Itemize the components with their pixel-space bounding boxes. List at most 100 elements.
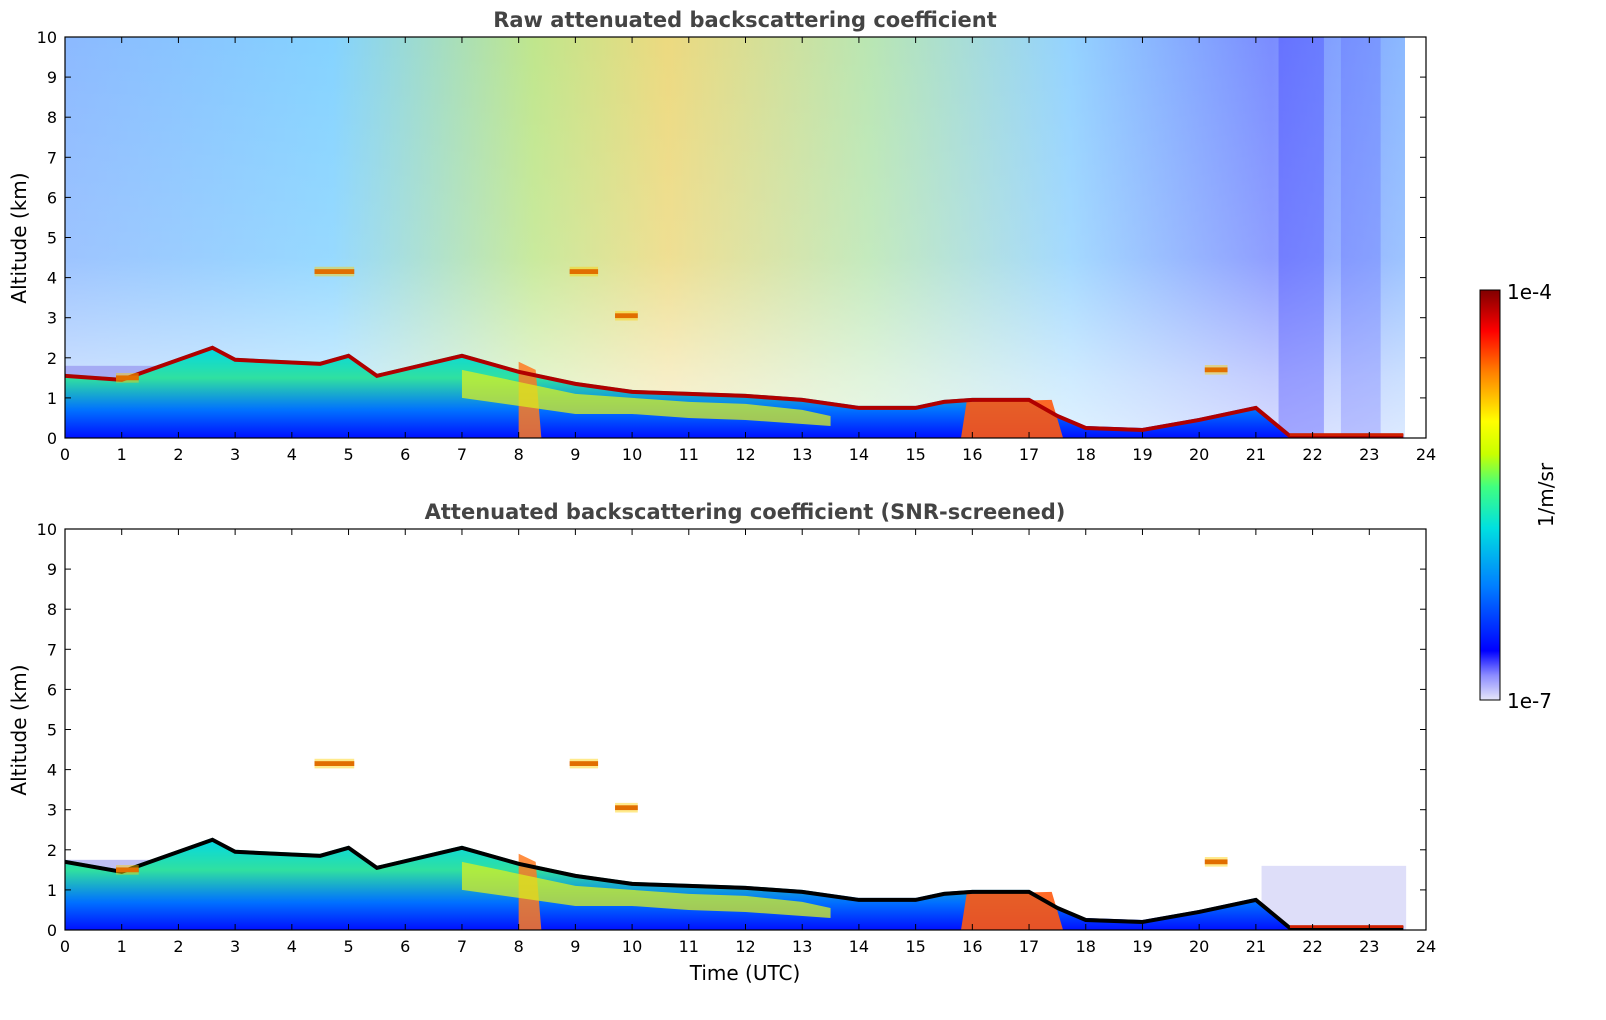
x-axis-ticks: 0 1 2 3 4 5 6 7 8 9 10 11 12 13 14 15 16 17 18 19 20 21 22 23 24 xyxy=(60,37,1436,464)
y-tick-label: 10 xyxy=(37,520,57,539)
x-tick-label: 18 xyxy=(1076,445,1096,464)
x-tick-label: 7 xyxy=(457,937,467,956)
y-tick-label: 4 xyxy=(47,269,57,288)
x-tick-label: 19 xyxy=(1132,937,1152,956)
x-tick-label: 2 xyxy=(173,445,183,464)
x-tick-label: 13 xyxy=(792,445,812,464)
x-tick-label: 14 xyxy=(849,937,869,956)
backscatter-layers xyxy=(65,37,1426,438)
near-surface-layer xyxy=(1289,433,1404,436)
cloud-layer-halo xyxy=(314,758,355,769)
x-tick-label: 8 xyxy=(514,937,524,956)
cloud-layer xyxy=(116,867,139,873)
colorbar: 1e-4 1e-7 1/m/sr xyxy=(1479,280,1558,713)
x-tick-label: 13 xyxy=(792,937,812,956)
y-tick-label: 4 xyxy=(47,761,57,780)
x-tick-label: 6 xyxy=(400,445,410,464)
raw-backscatter-panel: Raw attenuated backscattering coefficien… xyxy=(7,8,1436,464)
cloud-layer-halo xyxy=(116,373,139,383)
dense-aerosol-plume xyxy=(960,891,1064,930)
x-tick-label: 11 xyxy=(679,937,699,956)
x-tick-label: 24 xyxy=(1416,445,1436,464)
x-tick-label: 3 xyxy=(230,445,240,464)
weak-signal-region xyxy=(1261,865,1407,930)
x-tick-label: 15 xyxy=(905,937,925,956)
y-tick-label: 0 xyxy=(47,921,57,940)
cloud-layer-halo xyxy=(615,802,638,813)
y-tick-label: 3 xyxy=(47,309,57,328)
x-tick-label: 1 xyxy=(117,445,127,464)
x-tick-label: 1 xyxy=(117,937,127,956)
x-tick-label: 21 xyxy=(1246,937,1266,956)
cloud-layer xyxy=(615,805,638,811)
cloud-layer-halo xyxy=(569,266,599,277)
x-tick-label: 2 xyxy=(173,937,183,956)
colorbar-min-label: 1e-7 xyxy=(1507,689,1552,713)
cloud-layer xyxy=(569,761,599,766)
x-tick-label: 20 xyxy=(1189,445,1209,464)
panel-title: Raw attenuated backscattering coefficien… xyxy=(493,8,997,32)
noise-band xyxy=(1278,37,1324,438)
x-tick-label: 12 xyxy=(735,445,755,464)
y-tick-label: 2 xyxy=(47,841,57,860)
x-tick-label: 9 xyxy=(570,937,580,956)
cloud-layer-halo xyxy=(615,310,638,321)
x-tick-label: 24 xyxy=(1416,937,1436,956)
near-surface-layer xyxy=(1289,925,1404,928)
y-tick-label: 3 xyxy=(47,801,57,820)
moderate-aerosol-band xyxy=(461,369,831,426)
layer-top-boundary xyxy=(65,837,1404,930)
x-tick-label: 16 xyxy=(962,445,982,464)
x-tick-label: 8 xyxy=(514,445,524,464)
y-tick-label: 7 xyxy=(47,640,57,659)
colorbar-scale xyxy=(1479,289,1501,701)
colorbar-unit-label: 1/m/sr xyxy=(1534,462,1558,527)
x-tick-label: 20 xyxy=(1189,937,1209,956)
y-tick-label: 8 xyxy=(47,600,57,619)
cloud-layer-halo xyxy=(314,266,355,277)
cloud-layer-halo xyxy=(116,865,139,875)
x-tick-label: 0 xyxy=(60,445,70,464)
y-tick-label: 10 xyxy=(37,28,57,47)
y-tick-label: 5 xyxy=(47,721,57,740)
panel-title: Attenuated backscattering coefficient (S… xyxy=(425,500,1066,524)
screened-backscatter-panel: Attenuated backscattering coefficient (S… xyxy=(7,500,1436,985)
x-tick-label: 18 xyxy=(1076,937,1096,956)
heatmap-area xyxy=(65,37,1426,438)
cloud-layer-halo xyxy=(569,758,599,769)
y-tick-label: 6 xyxy=(47,188,57,207)
x-tick-label: 23 xyxy=(1359,937,1379,956)
x-tick-label: 15 xyxy=(905,445,925,464)
y-tick-label: 1 xyxy=(47,389,57,408)
cloud-layer xyxy=(1204,367,1228,373)
colorbar-max-label: 1e-4 xyxy=(1507,280,1552,304)
y-tick-label: 6 xyxy=(47,680,57,699)
moderate-aerosol-band xyxy=(461,861,831,918)
cloud-layer xyxy=(569,269,599,274)
heatmap-area xyxy=(65,758,1407,930)
x-tick-label: 3 xyxy=(230,937,240,956)
x-tick-label: 0 xyxy=(60,937,70,956)
cloud-layer xyxy=(314,269,355,274)
x-tick-label: 12 xyxy=(735,937,755,956)
x-tick-label: 17 xyxy=(1019,445,1039,464)
x-tick-label: 5 xyxy=(343,445,353,464)
y-tick-label: 5 xyxy=(47,229,57,248)
x-tick-label: 10 xyxy=(622,445,642,464)
x-axis-label: Time (UTC) xyxy=(689,961,801,985)
x-tick-label: 7 xyxy=(457,445,467,464)
x-tick-label: 21 xyxy=(1246,445,1266,464)
x-tick-label: 10 xyxy=(622,937,642,956)
y-tick-label: 9 xyxy=(47,68,57,87)
y-axis-ticks: 0 1 2 3 4 5 6 7 8 9 10 xyxy=(37,520,1426,940)
x-tick-label: 22 xyxy=(1302,445,1322,464)
cloud-layer-halo xyxy=(1204,365,1228,375)
x-tick-label: 5 xyxy=(343,937,353,956)
noise-band xyxy=(1340,37,1381,438)
x-tick-label: 14 xyxy=(849,445,869,464)
x-tick-label: 11 xyxy=(679,445,699,464)
layer-top-boundary xyxy=(65,345,1404,438)
y-axis-ticks: 0 1 2 3 4 5 6 7 8 9 10 xyxy=(37,28,1426,448)
cloud-layer xyxy=(615,313,638,319)
